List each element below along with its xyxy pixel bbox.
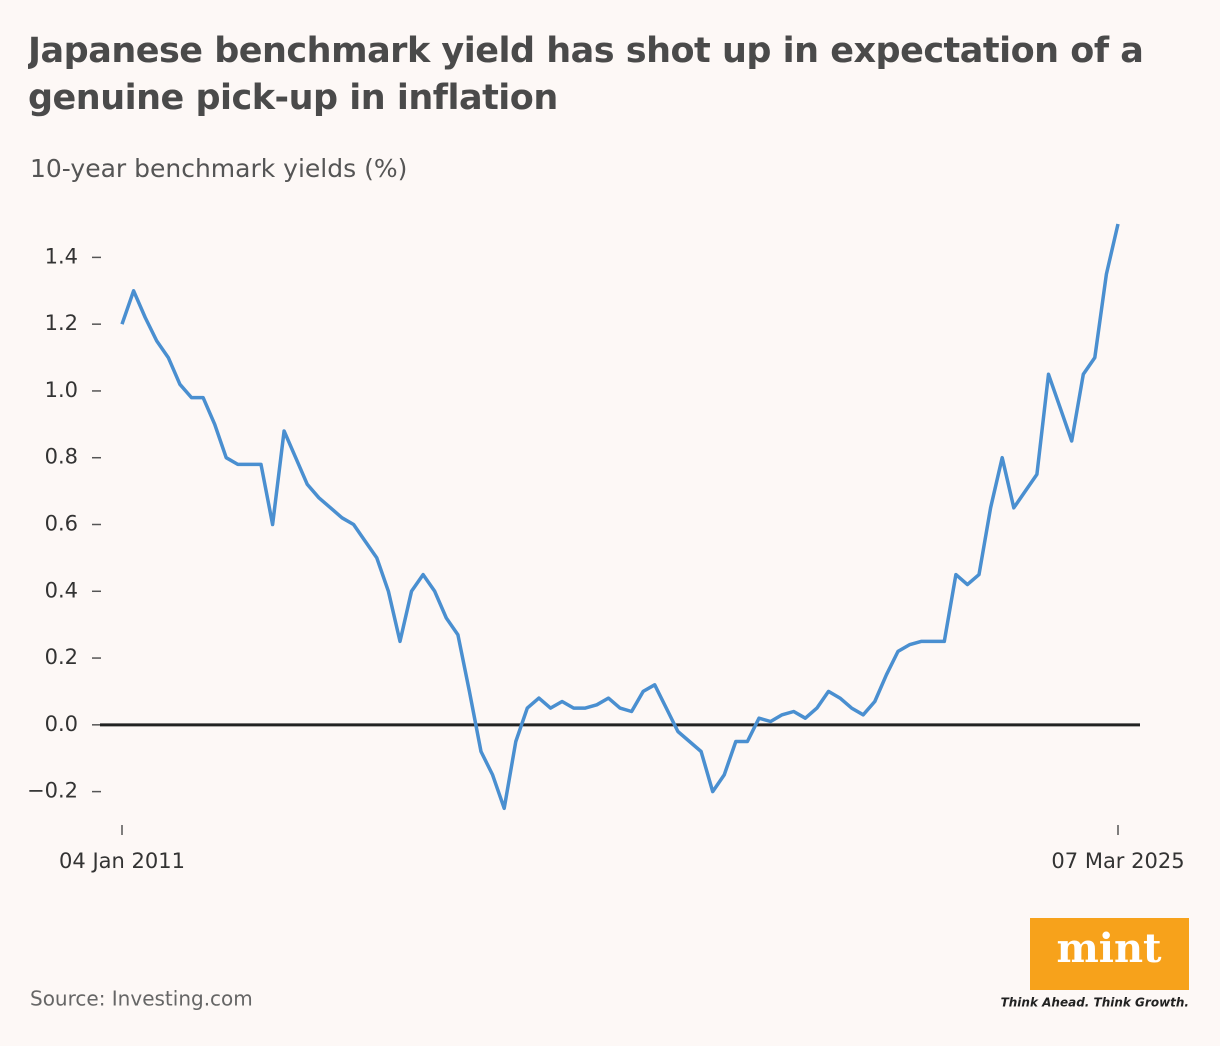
tagline: Think Ahead. Think Growth. bbox=[1001, 996, 1189, 1010]
data-line bbox=[120, 223, 1120, 811]
y-tick-label: 0.2 bbox=[45, 645, 78, 669]
y-tick-label: 0.6 bbox=[45, 512, 78, 536]
chart-title: Japanese benchmark yield has shot up in … bbox=[28, 31, 1144, 118]
y-tick-label: 1.4 bbox=[45, 244, 78, 268]
source: Source: Investing.com bbox=[30, 987, 253, 1011]
logo-box bbox=[1030, 918, 1189, 990]
y-tick-label: 0.4 bbox=[45, 578, 78, 602]
y-tick-label: 0.0 bbox=[45, 712, 78, 736]
title-box: Japanese benchmark yield has shot up in … bbox=[28, 31, 1144, 118]
x-tick-label: 04 Jan 2011 bbox=[59, 849, 185, 873]
y-tick-label: 0.8 bbox=[45, 445, 78, 469]
y-tick-label: 1.0 bbox=[45, 378, 78, 402]
x-tick-label: 07 Mar 2025 bbox=[1051, 849, 1184, 873]
y-tick-label: −0.2 bbox=[27, 779, 78, 803]
logo: mint bbox=[1056, 925, 1162, 972]
chart-subtitle: 10-year benchmark yields (%) bbox=[30, 154, 407, 183]
y-tick-label: 1.2 bbox=[45, 311, 78, 335]
